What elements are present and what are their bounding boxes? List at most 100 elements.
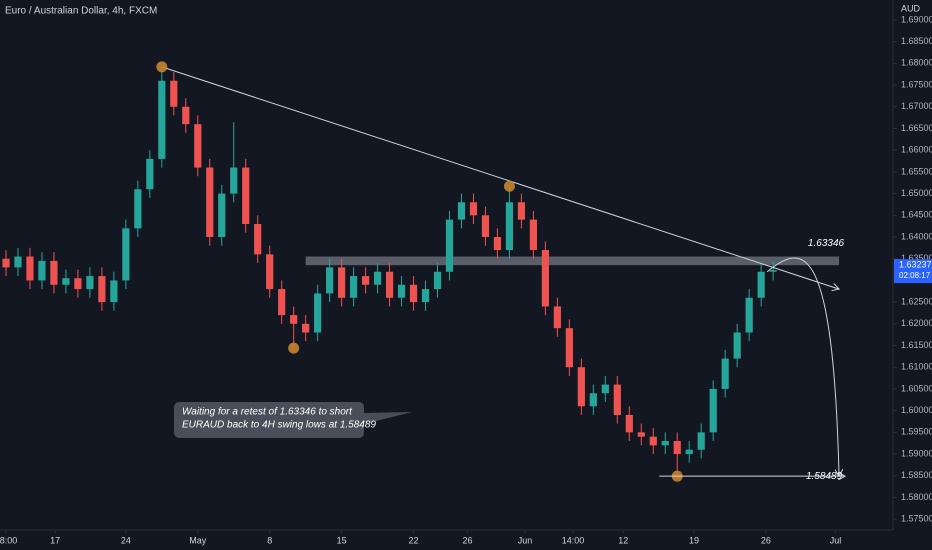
- y-tick-label: 1.68500: [901, 36, 932, 46]
- projection-arrow: [766, 257, 839, 476]
- candle-body: [314, 293, 322, 333]
- candle-body: [74, 278, 82, 290]
- candle-body: [517, 202, 526, 220]
- resistance-zone: [305, 256, 840, 266]
- candle-body: [409, 284, 418, 303]
- candle-body: [254, 223, 262, 255]
- y-tick-label: 1.68000: [901, 58, 932, 68]
- chart-title: Euro / Australian Dollar, 4h, FXCM: [5, 6, 157, 17]
- y-tick-label: 1.58500: [901, 470, 932, 480]
- x-tick-label: 15: [337, 535, 347, 545]
- candle-body: [673, 441, 681, 455]
- candle-body: [709, 388, 717, 433]
- candle-body: [170, 80, 178, 107]
- candle-body: [182, 106, 190, 125]
- candle-body: [733, 332, 741, 359]
- x-tick-label: 14:00: [562, 535, 585, 545]
- candle-body: [661, 441, 669, 446]
- candle-body: [194, 124, 202, 168]
- candle-body: [685, 449, 693, 455]
- x-tick-label: 12: [618, 535, 628, 545]
- candle-body: [350, 276, 358, 298]
- candle-body: [38, 260, 46, 281]
- candle-body: [326, 267, 334, 294]
- candle-body: [266, 254, 274, 290]
- candle-body: [541, 250, 549, 307]
- candle-body: [218, 193, 226, 238]
- x-tick-label: 17: [50, 535, 60, 545]
- candle-body: [697, 432, 705, 450]
- x-tick-label: 26: [761, 535, 771, 545]
- swing-point: [503, 180, 515, 192]
- x-tick-label: 19: [689, 535, 699, 545]
- x-tick-label: Jun: [518, 535, 533, 545]
- y-tick-label: 1.63500: [901, 253, 932, 263]
- candle-body: [62, 278, 70, 285]
- candle-body: [338, 267, 346, 298]
- y-tick-label: 1.62500: [901, 296, 932, 306]
- candle-body: [481, 215, 490, 238]
- candle-body: [146, 158, 154, 190]
- y-tick-label: 1.59500: [901, 427, 932, 437]
- candle-body: [565, 328, 573, 368]
- candle-body: [385, 271, 394, 298]
- y-tick-label: 1.66000: [901, 145, 932, 155]
- annotation-text: Waiting for a retest of 1.63346 to short: [182, 407, 353, 418]
- candle-body: [721, 358, 729, 389]
- price-label: 1.63237: [899, 259, 932, 269]
- y-tick-label: 1.61500: [901, 340, 932, 350]
- price-badge: [894, 259, 932, 284]
- x-tick-label: May: [189, 535, 207, 545]
- candle-body: [242, 167, 250, 224]
- candle-body: [206, 167, 214, 238]
- candle-body: [86, 276, 94, 290]
- x-tick-label: Jul: [830, 535, 842, 545]
- y-tick-label: 1.67500: [901, 79, 932, 89]
- y-tick-label: 1.65000: [901, 188, 932, 198]
- candle-body: [98, 276, 106, 303]
- candle-body: [469, 202, 478, 216]
- y-tick-label: 1.62000: [901, 318, 932, 328]
- annotation-box: [174, 402, 412, 438]
- candle-body: [493, 237, 502, 251]
- y-tick-label: 1.67000: [901, 101, 932, 111]
- candle-body: [553, 306, 561, 329]
- candle-body: [2, 258, 10, 268]
- candle-body: [769, 270, 777, 272]
- candle-body: [122, 228, 130, 281]
- candle-body: [445, 219, 454, 272]
- y-tick-label: 1.58000: [901, 492, 932, 502]
- y-tick-label: 1.60500: [901, 383, 932, 393]
- candle-body: [745, 297, 753, 333]
- candle-body: [637, 432, 645, 437]
- candle-body: [397, 284, 406, 298]
- candle-body: [601, 384, 609, 394]
- candle-body: [26, 256, 34, 281]
- candle-body: [302, 323, 310, 333]
- candle-body: [757, 271, 765, 298]
- candle-body: [625, 414, 633, 433]
- candle-body: [649, 436, 657, 446]
- candle-body: [230, 167, 238, 194]
- candle-body: [613, 384, 621, 415]
- candle-body: [589, 393, 597, 407]
- candle-body: [110, 280, 118, 303]
- y-tick-label: 1.65500: [901, 166, 932, 176]
- candle-body: [421, 289, 430, 303]
- trendline: [161, 66, 839, 289]
- y-tick-label: 1.64500: [901, 210, 932, 220]
- candle-body: [577, 367, 585, 407]
- candle-body: [505, 202, 514, 251]
- x-tick-label: 26: [462, 535, 472, 545]
- y-tick-label: 1.64000: [901, 231, 932, 241]
- candle-body: [433, 271, 442, 290]
- y-tick-label: 1.57500: [901, 514, 932, 524]
- candle-body: [14, 256, 22, 268]
- y-tick-label: 1.69000: [901, 14, 932, 24]
- y-tick-label: 1.59000: [901, 448, 932, 458]
- x-tick-label: 22: [409, 535, 419, 545]
- y-tick-label: 1.66500: [901, 123, 932, 133]
